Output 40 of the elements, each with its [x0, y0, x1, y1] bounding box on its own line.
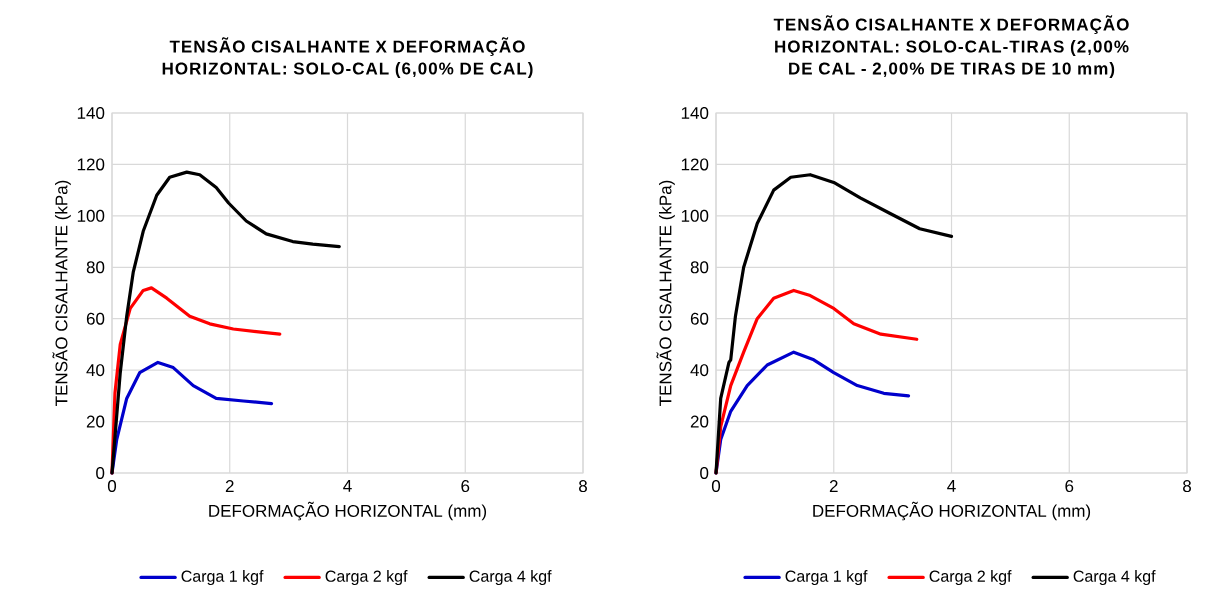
y-tick-label: 120 — [77, 158, 105, 171]
y-tick-label: 80 — [86, 261, 105, 274]
y-tick-label: 0 — [96, 467, 105, 480]
legend-label: Carga 2 kgf — [325, 570, 408, 586]
y-tick-label: 100 — [681, 209, 709, 222]
x-tick-label: 0 — [711, 480, 721, 493]
x-tick-label: 4 — [343, 480, 352, 492]
x-tick-label: 6 — [461, 480, 470, 493]
legend-label: Carga 1 kgf — [181, 570, 264, 586]
y-tick-label: 20 — [690, 415, 709, 428]
chart-title: TENSÃO CISALHANTE X DEFORMAÇÃO HORIZONTAL: SOLO-CAL (6,00% DE CAL) — [162, 37, 533, 78]
legend-label: Carga 4 kgf — [469, 570, 552, 586]
y-axis-title: TENSÃO CISALHANTE (kPa) — [52, 180, 71, 406]
y-tick-label: 40 — [690, 364, 709, 377]
legend-label: Carga 4 kgf — [1073, 570, 1156, 586]
y-tick-label: 120 — [681, 158, 709, 171]
chart-title: TENSÃO CISALHANTE X DEFORMAÇÃO HORIZONTAL: SOLO-CAL-TIRAS (2,00% DE CAL - 2,00% DE TIRAS DE 10 mm) — [773, 15, 1129, 78]
legend-label: Carga 2 kgf — [929, 570, 1012, 586]
y-tick-label: 60 — [86, 312, 105, 325]
y-tick-label: 40 — [86, 364, 105, 377]
legend-label: Carga 1 kgf — [785, 570, 868, 586]
y-tick-label: 140 — [681, 107, 709, 120]
y-axis-title: TENSÃO CISALHANTE (kPa) — [656, 180, 675, 406]
y-tick-label: 0 — [700, 467, 709, 480]
x-tick-label: 2 — [225, 480, 234, 492]
x-tick-label: 0 — [107, 480, 117, 493]
line-series — [714, 173, 954, 475]
y-tick-label: 80 — [690, 261, 709, 274]
y-tick-label: 60 — [690, 312, 709, 325]
y-tick-label: 20 — [86, 415, 105, 428]
x-tick-label: 4 — [947, 480, 956, 492]
line-series — [110, 170, 341, 475]
x-tick-label: 8 — [1183, 480, 1191, 493]
x-axis-title: DEFORMAÇÃO HORIZONTAL (mm) — [209, 501, 487, 521]
y-tick-label: 140 — [77, 107, 105, 120]
x-tick-label: 6 — [1065, 480, 1074, 493]
y-tick-label: 100 — [77, 209, 105, 222]
x-tick-label: 2 — [829, 480, 838, 492]
x-axis-title: DEFORMAÇÃO HORIZONTAL (mm) — [813, 501, 1091, 521]
x-tick-label: 8 — [579, 480, 587, 493]
